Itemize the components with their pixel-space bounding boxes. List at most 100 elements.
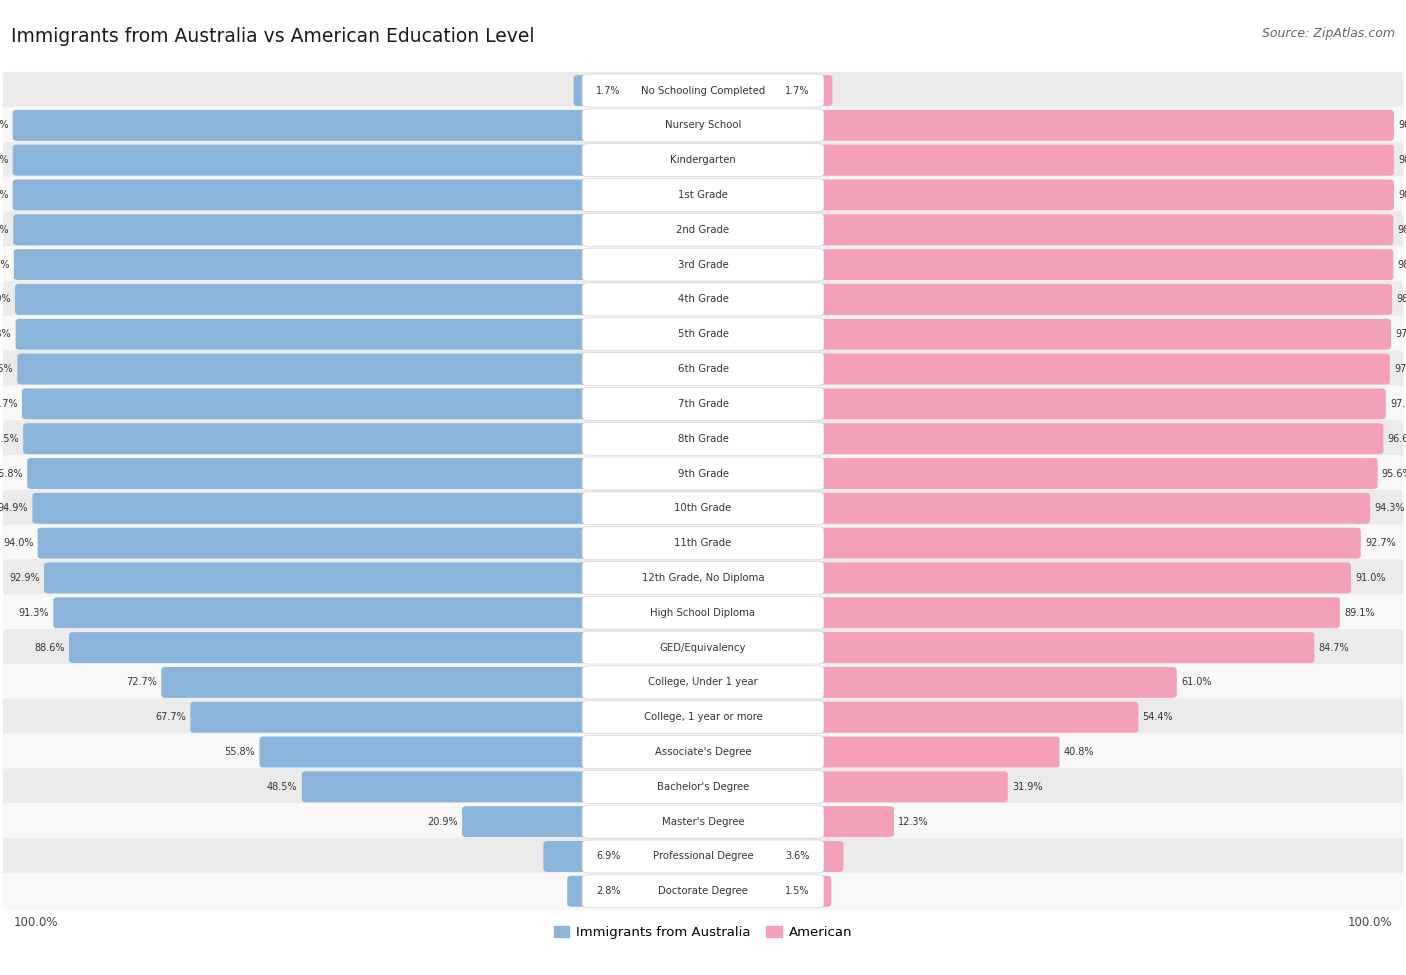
FancyBboxPatch shape	[814, 876, 831, 907]
Text: 95.8%: 95.8%	[0, 469, 22, 479]
Text: 100.0%: 100.0%	[1347, 916, 1392, 929]
FancyBboxPatch shape	[567, 876, 592, 907]
Text: 100.0%: 100.0%	[14, 916, 59, 929]
FancyBboxPatch shape	[13, 214, 592, 246]
FancyBboxPatch shape	[582, 387, 824, 420]
FancyBboxPatch shape	[582, 74, 824, 107]
FancyBboxPatch shape	[814, 771, 1008, 802]
FancyBboxPatch shape	[814, 492, 1369, 524]
Text: 72.7%: 72.7%	[127, 678, 157, 687]
FancyBboxPatch shape	[814, 702, 1139, 732]
Text: 67.7%: 67.7%	[156, 712, 186, 722]
FancyBboxPatch shape	[3, 664, 1403, 701]
FancyBboxPatch shape	[582, 491, 824, 525]
Text: Source: ZipAtlas.com: Source: ZipAtlas.com	[1261, 27, 1395, 40]
Text: 8th Grade: 8th Grade	[678, 434, 728, 444]
Text: 97.8%: 97.8%	[0, 330, 11, 339]
Text: 1.7%: 1.7%	[596, 86, 620, 96]
Text: 98.3%: 98.3%	[0, 155, 8, 165]
Text: 40.8%: 40.8%	[1064, 747, 1094, 757]
FancyBboxPatch shape	[44, 563, 592, 594]
FancyBboxPatch shape	[3, 873, 1403, 910]
FancyBboxPatch shape	[814, 458, 1378, 489]
FancyBboxPatch shape	[814, 354, 1391, 384]
FancyBboxPatch shape	[3, 385, 1403, 422]
Text: 3.6%: 3.6%	[786, 851, 810, 862]
FancyBboxPatch shape	[582, 875, 824, 908]
Text: 12.3%: 12.3%	[898, 817, 929, 827]
FancyBboxPatch shape	[3, 768, 1403, 805]
FancyBboxPatch shape	[582, 143, 824, 176]
FancyBboxPatch shape	[814, 214, 1393, 246]
FancyBboxPatch shape	[13, 144, 592, 175]
FancyBboxPatch shape	[582, 318, 824, 351]
FancyBboxPatch shape	[814, 388, 1386, 419]
FancyBboxPatch shape	[15, 319, 592, 350]
FancyBboxPatch shape	[3, 281, 1403, 318]
FancyBboxPatch shape	[3, 212, 1403, 249]
FancyBboxPatch shape	[582, 770, 824, 803]
FancyBboxPatch shape	[814, 667, 1177, 698]
FancyBboxPatch shape	[582, 631, 824, 664]
FancyBboxPatch shape	[14, 250, 592, 280]
FancyBboxPatch shape	[814, 284, 1392, 315]
FancyBboxPatch shape	[814, 75, 832, 106]
Text: 84.7%: 84.7%	[1319, 643, 1350, 652]
Text: 98.1%: 98.1%	[1396, 294, 1406, 304]
FancyBboxPatch shape	[814, 736, 1060, 767]
Text: College, Under 1 year: College, Under 1 year	[648, 678, 758, 687]
Text: 61.0%: 61.0%	[1181, 678, 1212, 687]
FancyBboxPatch shape	[582, 666, 824, 699]
Text: 1.7%: 1.7%	[786, 86, 810, 96]
FancyBboxPatch shape	[22, 388, 592, 419]
Text: Bachelor's Degree: Bachelor's Degree	[657, 782, 749, 792]
Text: 92.9%: 92.9%	[10, 573, 39, 583]
Text: 98.4%: 98.4%	[1398, 120, 1406, 131]
Text: 91.0%: 91.0%	[1355, 573, 1386, 583]
Text: 54.4%: 54.4%	[1143, 712, 1173, 722]
FancyBboxPatch shape	[3, 316, 1403, 353]
FancyBboxPatch shape	[463, 806, 592, 838]
FancyBboxPatch shape	[582, 526, 824, 560]
Text: 12th Grade, No Diploma: 12th Grade, No Diploma	[641, 573, 765, 583]
FancyBboxPatch shape	[260, 736, 592, 767]
FancyBboxPatch shape	[13, 110, 592, 140]
FancyBboxPatch shape	[814, 841, 844, 872]
Text: 94.9%: 94.9%	[0, 503, 28, 513]
Text: No Schooling Completed: No Schooling Completed	[641, 86, 765, 96]
Text: 2nd Grade: 2nd Grade	[676, 225, 730, 235]
FancyBboxPatch shape	[3, 699, 1403, 736]
FancyBboxPatch shape	[814, 144, 1393, 175]
Text: 88.6%: 88.6%	[34, 643, 65, 652]
FancyBboxPatch shape	[190, 702, 592, 732]
FancyBboxPatch shape	[3, 838, 1403, 876]
Text: 3rd Grade: 3rd Grade	[678, 259, 728, 270]
Text: 1.5%: 1.5%	[786, 886, 810, 896]
FancyBboxPatch shape	[582, 597, 824, 629]
Text: Professional Degree: Professional Degree	[652, 851, 754, 862]
FancyBboxPatch shape	[22, 423, 592, 454]
Text: 20.9%: 20.9%	[427, 817, 458, 827]
Text: 1st Grade: 1st Grade	[678, 190, 728, 200]
Text: 48.5%: 48.5%	[267, 782, 298, 792]
Text: 6th Grade: 6th Grade	[678, 364, 728, 374]
FancyBboxPatch shape	[3, 350, 1403, 388]
FancyBboxPatch shape	[814, 527, 1361, 559]
Text: 97.5%: 97.5%	[0, 364, 13, 374]
Text: 6.9%: 6.9%	[596, 851, 620, 862]
Text: 55.8%: 55.8%	[225, 747, 256, 757]
Text: High School Diploma: High School Diploma	[651, 607, 755, 618]
FancyBboxPatch shape	[814, 250, 1393, 280]
Text: Immigrants from Australia vs American Education Level: Immigrants from Australia vs American Ed…	[11, 27, 534, 46]
FancyBboxPatch shape	[17, 354, 592, 384]
Text: Nursery School: Nursery School	[665, 120, 741, 131]
FancyBboxPatch shape	[162, 667, 592, 698]
FancyBboxPatch shape	[814, 423, 1384, 454]
FancyBboxPatch shape	[582, 353, 824, 385]
FancyBboxPatch shape	[3, 525, 1403, 562]
Text: 96.7%: 96.7%	[0, 399, 18, 409]
FancyBboxPatch shape	[3, 629, 1403, 666]
FancyBboxPatch shape	[3, 455, 1403, 492]
Text: 94.0%: 94.0%	[3, 538, 34, 548]
FancyBboxPatch shape	[814, 319, 1391, 350]
